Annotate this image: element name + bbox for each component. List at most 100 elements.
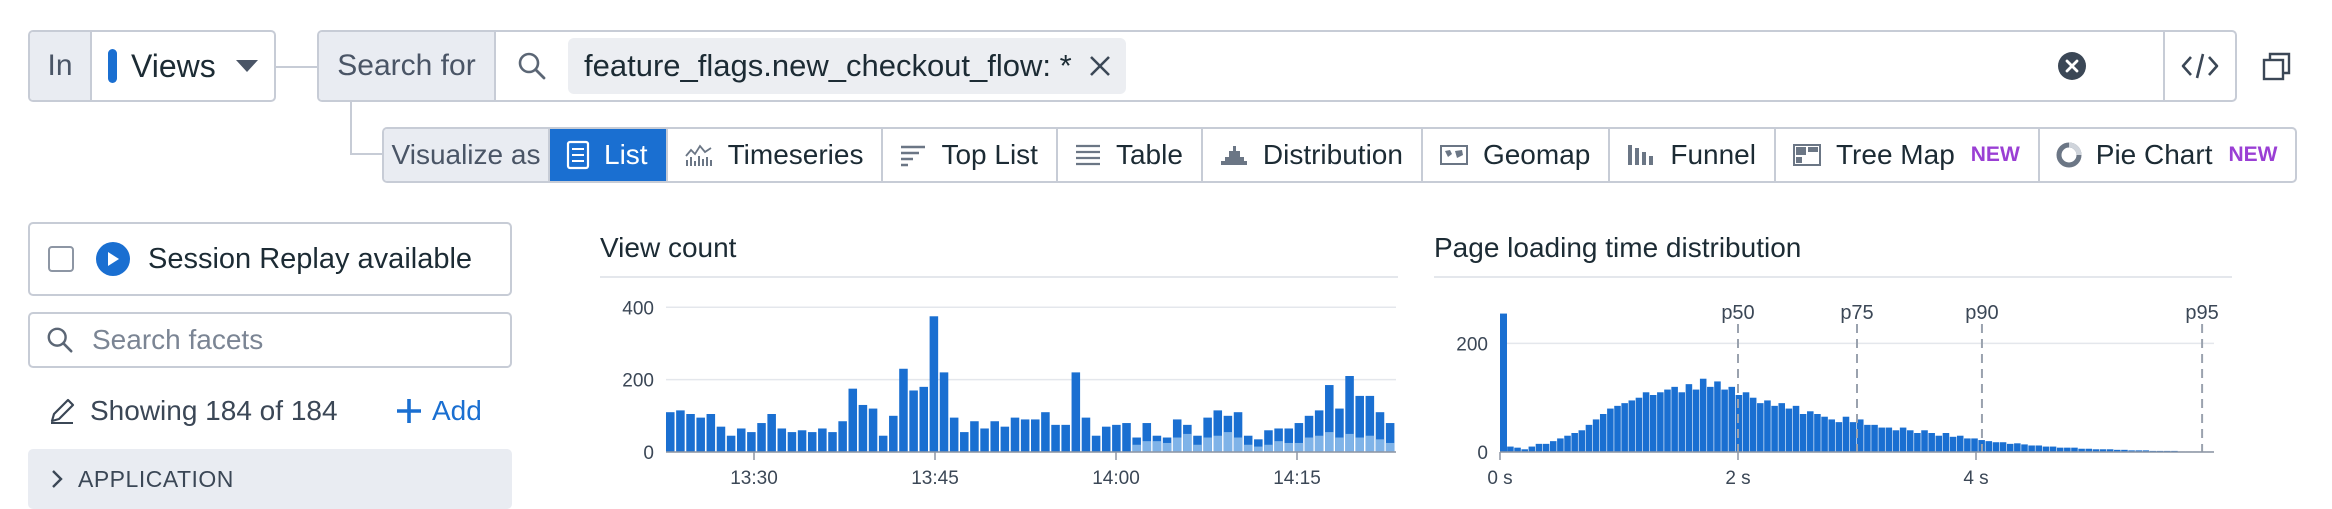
- bar: [1020, 419, 1030, 452]
- bar: [726, 435, 736, 452]
- y-tick-label: 0: [643, 443, 654, 464]
- views-dropdown-value: Views: [131, 47, 216, 84]
- bar: [1233, 412, 1243, 452]
- bar: [1721, 389, 1728, 452]
- bar: [1599, 414, 1607, 452]
- timeseries-icon: [684, 144, 712, 166]
- bar: [828, 432, 837, 452]
- bar: [1678, 392, 1686, 452]
- bar: [899, 368, 908, 452]
- in-label: In: [30, 32, 92, 100]
- bar: [858, 404, 868, 452]
- bar: [1864, 424, 1871, 452]
- bar: [1112, 424, 1121, 452]
- remove-chip-icon[interactable]: [1088, 54, 1112, 78]
- x-tick-label: 13:45: [911, 468, 959, 489]
- views-color-indicator: [108, 49, 117, 83]
- bar: [1964, 438, 1971, 452]
- viz-option-tree-map[interactable]: Tree Map NEW: [1776, 129, 2040, 181]
- bar: [929, 316, 939, 452]
- bar: [1507, 446, 1514, 452]
- percentile-label: p50: [1721, 302, 1754, 324]
- viz-option-label: Timeseries: [727, 139, 864, 170]
- bar: [1935, 435, 1943, 452]
- view-count-title: View count: [600, 232, 737, 263]
- x-tick-label: 4 s: [1963, 468, 1988, 489]
- bar: [1325, 385, 1334, 452]
- bar: [1557, 438, 1564, 452]
- viz-option-distribution[interactable]: Distribution: [1203, 129, 1423, 181]
- bar: [1728, 386, 1736, 452]
- search-input[interactable]: feature_flags.new_checkout_flow: *: [496, 32, 2163, 100]
- panel-divider: [1434, 276, 2232, 278]
- viz-option-geomap[interactable]: Geomap: [1423, 129, 1611, 181]
- x-tick-label: 0 s: [1487, 468, 1512, 489]
- session-replay-filter[interactable]: Session Replay available: [28, 222, 512, 296]
- bar-segment: [1183, 433, 1192, 452]
- bar: [1081, 417, 1091, 452]
- bar-segment: [1264, 444, 1273, 452]
- clear-search-icon[interactable]: [2057, 51, 2087, 81]
- x-tick-label: 2 s: [1725, 468, 1750, 489]
- bar: [696, 417, 705, 452]
- bar-segment: [1304, 437, 1314, 452]
- bar-segment: [1284, 442, 1294, 452]
- bar: [1091, 435, 1101, 452]
- bar: [1314, 410, 1324, 452]
- bar: [1871, 424, 1878, 452]
- code-view-button[interactable]: [2163, 32, 2235, 100]
- bar: [1051, 424, 1060, 452]
- bar: [767, 414, 776, 452]
- bar-segment: [1314, 435, 1324, 452]
- new-badge: NEW: [2228, 143, 2278, 166]
- bar: [1355, 395, 1364, 452]
- bar: [1642, 392, 1650, 452]
- views-dropdown[interactable]: Views: [92, 32, 274, 100]
- viz-option-pie-chart[interactable]: Pie Chart NEW: [2040, 129, 2296, 181]
- copy-icon[interactable]: [2262, 52, 2292, 82]
- bar: [2106, 449, 2114, 452]
- bar: [1857, 419, 1864, 452]
- bar: [1041, 412, 1050, 452]
- facet-search[interactable]: [28, 312, 512, 368]
- new-badge: NEW: [1970, 143, 2020, 166]
- session-replay-checkbox[interactable]: [48, 246, 74, 272]
- add-facet-button[interactable]: Add: [396, 395, 482, 427]
- bar: [1685, 384, 1693, 452]
- bar: [1031, 419, 1040, 452]
- bar: [1892, 430, 1900, 452]
- bar: [1010, 417, 1020, 452]
- viz-option-label: List: [604, 139, 648, 170]
- bar-segment: [1132, 444, 1141, 452]
- bar: [939, 372, 949, 452]
- chevron-down-icon: [236, 60, 258, 72]
- facet-search-input[interactable]: [90, 323, 490, 357]
- viz-option-funnel[interactable]: Funnel: [1610, 129, 1776, 181]
- facet-count-text: Showing 184 of 184: [90, 395, 338, 426]
- viz-option-table[interactable]: Table: [1058, 129, 1203, 181]
- facet-section-application[interactable]: APPLICATION: [28, 449, 512, 509]
- bar: [1274, 428, 1283, 452]
- search-bar: Search for feature_flags.new_checkout_fl…: [317, 30, 2237, 102]
- bar: [1304, 415, 1314, 452]
- bar: [1571, 433, 1578, 452]
- bar-segment: [1345, 433, 1354, 452]
- play-icon: [96, 242, 130, 276]
- bar: [1849, 422, 1857, 452]
- bar: [838, 421, 847, 452]
- viz-option-list[interactable]: List: [550, 129, 668, 181]
- viz-option-top-list[interactable]: Top List: [883, 129, 1058, 181]
- bar-segment: [1274, 441, 1283, 452]
- bar: [1375, 412, 1385, 452]
- query-chip[interactable]: feature_flags.new_checkout_flow: *: [568, 38, 1126, 94]
- viz-option-timeseries[interactable]: Timeseries: [668, 129, 884, 181]
- bar: [1500, 313, 1507, 452]
- chevron-right-icon: [52, 470, 63, 488]
- bar: [2078, 448, 2085, 452]
- bar: [797, 430, 807, 452]
- bar: [2121, 449, 2128, 452]
- bar: [777, 428, 787, 452]
- bar: [1885, 427, 1893, 452]
- pencil-icon[interactable]: [48, 397, 76, 425]
- bar: [1213, 410, 1223, 452]
